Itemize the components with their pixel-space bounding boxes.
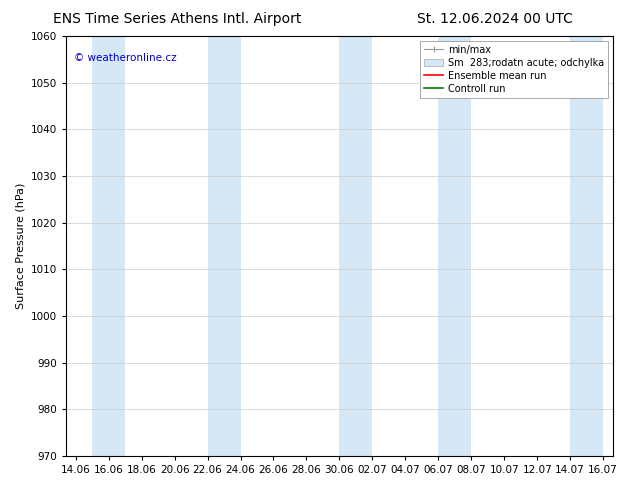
Bar (92, 36, 125, 456)
Bar (438, 36, 471, 456)
Bar (207, 36, 240, 456)
Y-axis label: Surface Pressure (hPa): Surface Pressure (hPa) (15, 183, 25, 309)
Bar (339, 36, 372, 456)
Text: St. 12.06.2024 00 UTC: St. 12.06.2024 00 UTC (417, 12, 573, 26)
Legend: min/max, Sm  283;rodatn acute; odchylka, Ensemble mean run, Controll run: min/max, Sm 283;rodatn acute; odchylka, … (420, 41, 608, 98)
Text: ENS Time Series Athens Intl. Airport: ENS Time Series Athens Intl. Airport (53, 12, 302, 26)
Bar (570, 36, 603, 456)
Text: © weatheronline.cz: © weatheronline.cz (74, 53, 177, 63)
